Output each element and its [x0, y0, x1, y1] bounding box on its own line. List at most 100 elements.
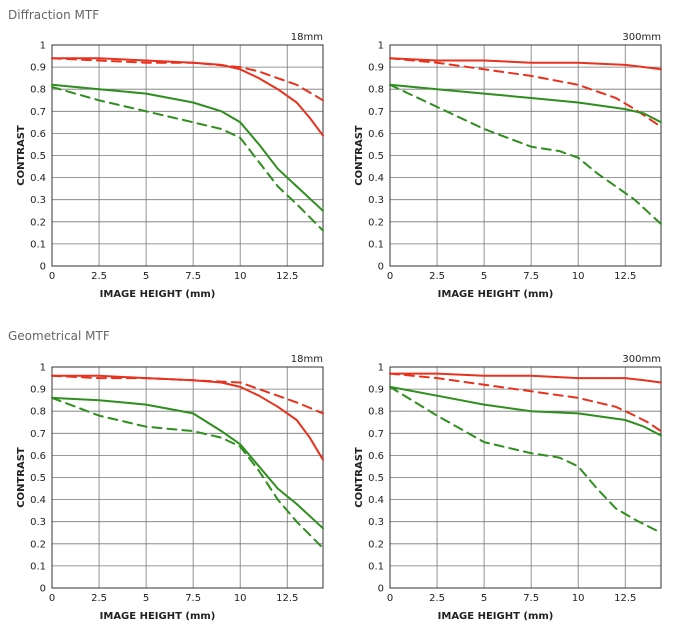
- y-tick-label: 0.4: [368, 495, 384, 506]
- y-axis-label: CONTRAST: [16, 125, 27, 186]
- y-tick-label: 0: [378, 262, 384, 273]
- y-tick-label: 0.5: [368, 473, 384, 484]
- x-tick-label: 12.5: [614, 593, 636, 604]
- y-tick-label: 0.2: [30, 217, 46, 228]
- section-title-diffraction: Diffraction MTF: [8, 8, 100, 22]
- series-line-red-dashed: [389, 372, 662, 433]
- plot-frame: [389, 366, 662, 589]
- x-tick-label: 10: [234, 593, 247, 604]
- x-tick-label: 10: [572, 271, 585, 282]
- chart-geometrical-300mm: 00.10.20.30.40.50.60.70.80.910 2.5 5 7.5 10 1…: [354, 354, 662, 622]
- y-tick-label: 0.9: [30, 63, 46, 74]
- series-line-red-dashed: [389, 57, 662, 128]
- chart-title: 18mm: [291, 32, 323, 43]
- x-axis-label: IMAGE HEIGHT (mm): [438, 289, 554, 300]
- x-axis-label: IMAGE HEIGHT (mm): [100, 611, 216, 622]
- section-title-geometrical: Geometrical MTF: [8, 329, 110, 343]
- series-line-green-solid: [51, 396, 324, 530]
- x-tick-label: 2.5: [429, 593, 445, 604]
- y-tick-label: 0.2: [368, 217, 384, 228]
- series-line-red-solid: [389, 372, 662, 384]
- y-tick-label: 0.1: [30, 239, 46, 250]
- series-line-green-dashed: [389, 385, 662, 534]
- y-tick-label: 0.4: [30, 495, 46, 506]
- series-line-red-dashed: [51, 374, 324, 415]
- y-tick-label: 0.7: [30, 107, 46, 118]
- plot-frame: [51, 366, 324, 589]
- y-tick-label: 0.7: [368, 107, 384, 118]
- y-axis-label: CONTRAST: [354, 447, 365, 508]
- x-tick-label: 7.5: [523, 593, 539, 604]
- y-tick-label: 0: [378, 584, 384, 595]
- x-tick-label: 0: [49, 271, 55, 282]
- x-tick-label: 0: [387, 271, 393, 282]
- x-tick-label: 2.5: [91, 271, 107, 282]
- x-tick-label: 5: [481, 593, 487, 604]
- y-tick-label: 1: [378, 363, 384, 374]
- y-axis-label: CONTRAST: [354, 125, 365, 186]
- y-tick-label: 0.4: [368, 173, 384, 184]
- y-tick-label: 0.4: [30, 173, 46, 184]
- y-tick-label: 0.3: [368, 195, 384, 206]
- y-tick-label: 0.8: [30, 85, 46, 96]
- x-tick-label: 5: [143, 271, 149, 282]
- series-line-green-solid: [51, 83, 324, 212]
- x-tick-label: 5: [143, 593, 149, 604]
- y-tick-label: 0: [40, 584, 46, 595]
- y-tick-label: 0.7: [368, 429, 384, 440]
- series-line-red-dashed: [51, 57, 324, 102]
- series-line-green-dashed: [51, 86, 324, 232]
- x-tick-label: 2.5: [91, 593, 107, 604]
- chart-diffraction-18mm: 00.10.20.30.40.50.60.70.80.910 2.5 5 7.5 10 1…: [16, 32, 324, 300]
- series-line-red-solid: [51, 57, 324, 137]
- x-tick-label: 7.5: [523, 271, 539, 282]
- series-line-green-dashed: [51, 396, 324, 550]
- x-tick-label: 12.5: [276, 593, 298, 604]
- y-axis-label: CONTRAST: [16, 447, 27, 508]
- x-tick-label: 12.5: [276, 271, 298, 282]
- x-tick-label: 5: [481, 271, 487, 282]
- y-tick-label: 0.6: [368, 451, 384, 462]
- y-tick-label: 0.5: [30, 473, 46, 484]
- y-tick-label: 1: [40, 363, 46, 374]
- y-tick-label: 1: [40, 41, 46, 52]
- y-tick-label: 0.3: [368, 517, 384, 528]
- y-tick-label: 0.5: [30, 151, 46, 162]
- series-line-green-dashed: [389, 83, 662, 225]
- y-tick-label: 0.8: [368, 85, 384, 96]
- y-tick-label: 0.8: [30, 407, 46, 418]
- chart-diffraction-300mm: 00.10.20.30.40.50.60.70.80.910 2.5 5 7.5 10 1…: [354, 32, 662, 300]
- x-axis-label: IMAGE HEIGHT (mm): [100, 289, 216, 300]
- plot-frame: [389, 44, 662, 267]
- x-tick-label: 10: [572, 593, 585, 604]
- chart-geometrical-18mm: 00.10.20.30.40.50.60.70.80.910 2.5 5 7.5 10 1…: [16, 354, 324, 622]
- y-tick-label: 0.6: [30, 129, 46, 140]
- x-tick-label: 7.5: [185, 271, 201, 282]
- chart-title: 18mm: [291, 354, 323, 365]
- y-tick-label: 0.1: [368, 239, 384, 250]
- y-tick-label: 0.3: [30, 517, 46, 528]
- x-tick-label: 12.5: [614, 271, 636, 282]
- y-tick-label: 0.1: [30, 561, 46, 572]
- y-tick-label: 0.6: [30, 451, 46, 462]
- series-line-green-solid: [389, 83, 662, 124]
- y-tick-label: 0.5: [368, 151, 384, 162]
- y-tick-label: 0.1: [368, 561, 384, 572]
- y-tick-label: 0.9: [368, 385, 384, 396]
- chart-title: 300mm: [622, 32, 661, 43]
- y-tick-label: 0.3: [30, 195, 46, 206]
- y-tick-label: 0.2: [368, 539, 384, 550]
- x-tick-label: 10: [234, 271, 247, 282]
- plot-frame: [51, 44, 324, 267]
- series-line-red-solid: [389, 57, 662, 71]
- y-tick-label: 0: [40, 262, 46, 273]
- series-line-red-solid: [51, 374, 324, 461]
- y-tick-label: 0.2: [30, 539, 46, 550]
- y-tick-label: 0.6: [368, 129, 384, 140]
- y-tick-label: 0.9: [368, 63, 384, 74]
- x-tick-label: 0: [49, 593, 55, 604]
- series-line-green-solid: [389, 385, 662, 437]
- y-tick-label: 0.7: [30, 429, 46, 440]
- x-axis-label: IMAGE HEIGHT (mm): [438, 611, 554, 622]
- y-tick-label: 0.8: [368, 407, 384, 418]
